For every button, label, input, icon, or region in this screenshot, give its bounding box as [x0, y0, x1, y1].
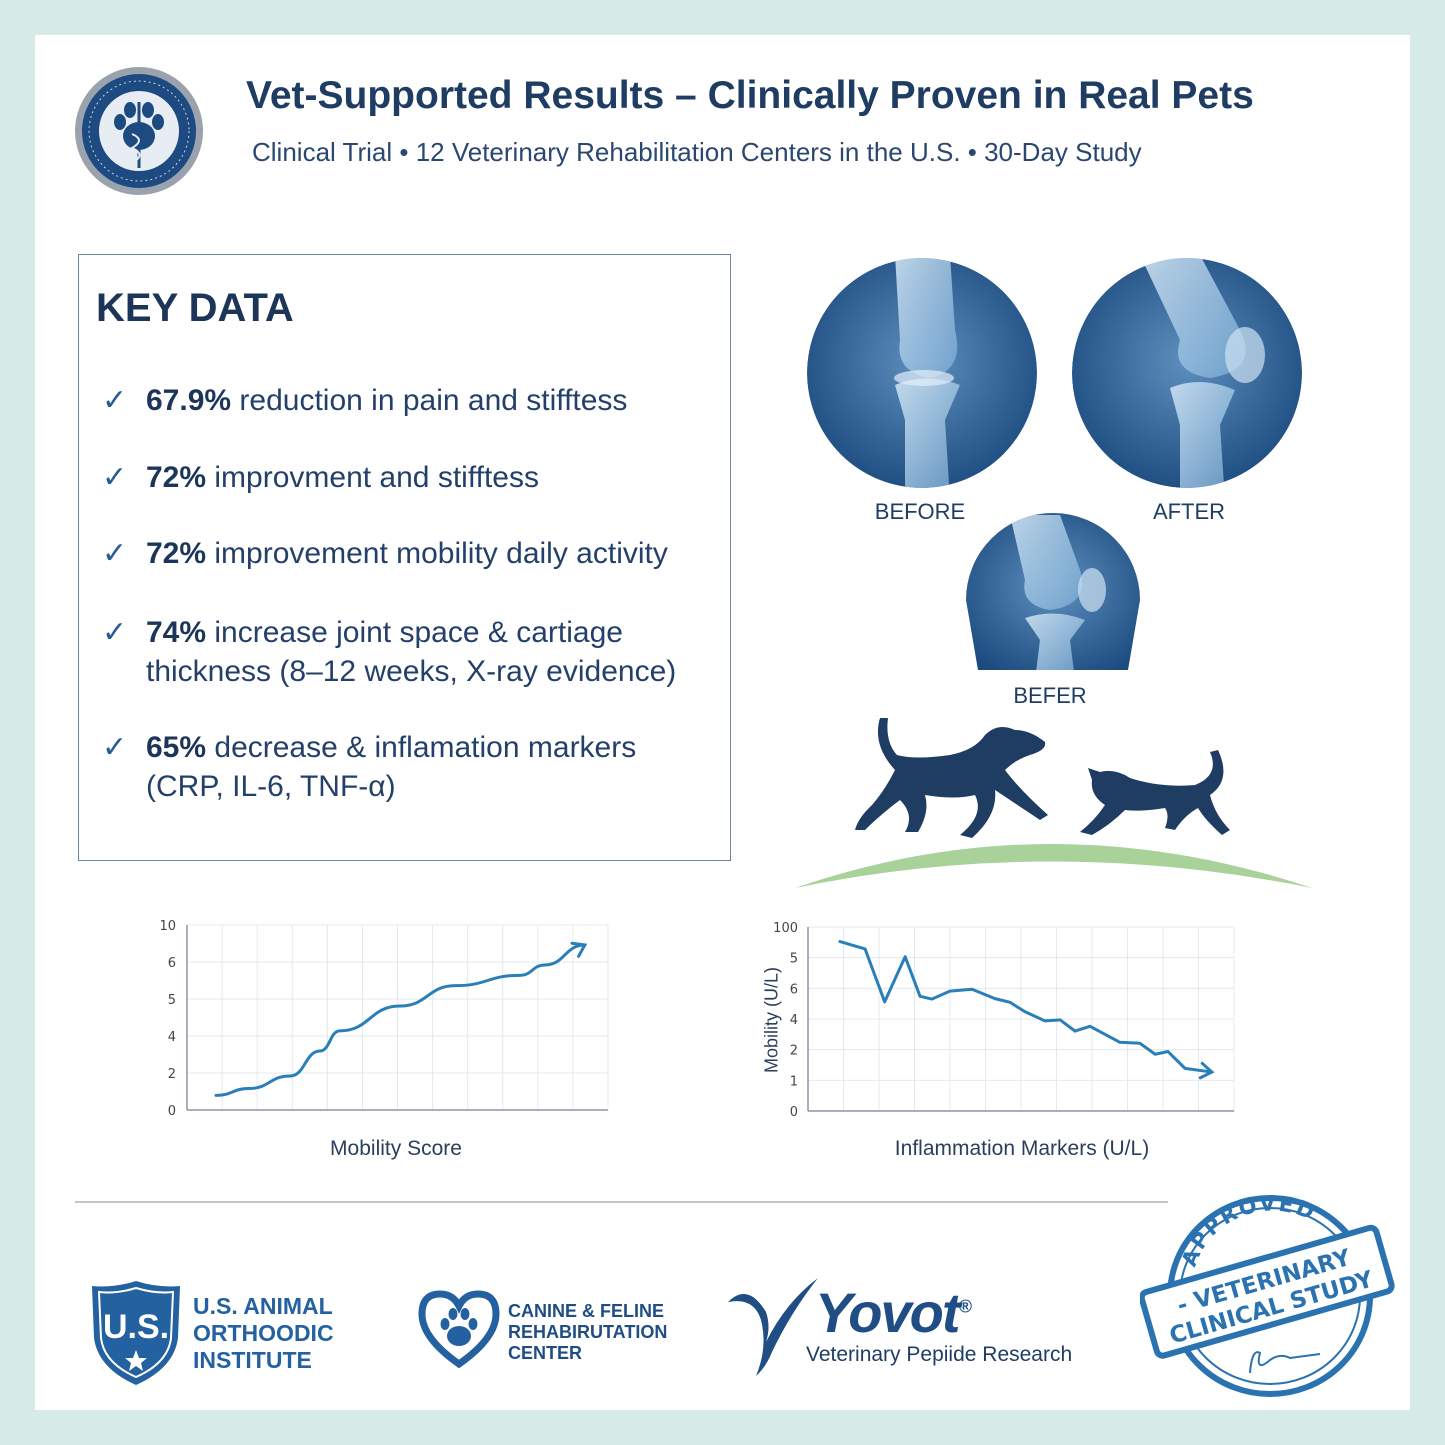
stat-text-continued: thickness (8–12 weeks, X-ray evidence) — [146, 655, 677, 688]
stat-text: improvement mobility daily activity — [206, 537, 668, 570]
logo-line: REHABIRUTATION — [508, 1322, 668, 1342]
stat-value: 74% — [146, 616, 207, 649]
logo-line: INSTITUTE — [193, 1347, 312, 1373]
registered-mark: ® — [958, 1296, 971, 1317]
logo-canine-feline-center: CANINE & FELINE REHABIRUTATION CENTER — [508, 1301, 667, 1364]
stat-value: 65% — [146, 731, 207, 764]
key-data-item: ✓ 72% improvment and stifftess — [102, 458, 539, 497]
stat-value: 72% — [146, 537, 207, 570]
approved-stamp: APPROVED - VETERINARY CLINICAL STUDY — [1140, 1191, 1395, 1397]
check-icon: ✓ — [102, 616, 128, 649]
cat-silhouette-icon — [1080, 750, 1230, 835]
check-icon: ✓ — [102, 384, 128, 417]
logo-line: CANINE & FELINE — [508, 1301, 665, 1321]
chart2-x-axis-label: Inflammation Markers (U/L) — [894, 1137, 1150, 1160]
key-data-item: ✓ 67.9% reduction in pain and stifftess — [102, 381, 627, 420]
logo-line: ORTHOODIC — [193, 1320, 334, 1346]
divider — [75, 1201, 1168, 1203]
stat-text: reduction in pain and stifftess — [231, 384, 628, 417]
grass-hill — [795, 844, 1312, 888]
stat-text: decrease & inflamation markers — [206, 731, 637, 764]
us-shield-logo-icon: U.S. — [92, 1281, 180, 1385]
star-icon — [125, 1350, 147, 1371]
heart-paw-logo-icon — [418, 1290, 500, 1368]
yovot-name: Yovot — [815, 1281, 960, 1344]
yovot-tagline: Veterinary Pepiide Research — [806, 1343, 1073, 1366]
xray-label-third: BEFER — [1013, 683, 1087, 708]
chart2-y-axis-label: Mobility (U/L) — [761, 966, 782, 1074]
xray-after — [1072, 258, 1302, 488]
key-data-box — [78, 254, 731, 861]
logo-us-animal-orthoodic-institute: U.S. ANIMAL ORTHOODIC INSTITUTE — [193, 1293, 334, 1374]
stat-text: improvment and stifftess — [206, 461, 539, 494]
xray-label-after: AFTER — [1152, 499, 1226, 524]
check-icon: ✓ — [102, 461, 128, 494]
stat-value: 67.9% — [146, 384, 232, 417]
page-title: Vet-Supported Results – Clinically Prove… — [246, 74, 1254, 117]
xray-images — [807, 258, 1302, 670]
stat-text: increase joint space & cartiage — [206, 616, 623, 649]
shield-mark-text: U.S. — [103, 1308, 169, 1346]
check-icon: ✓ — [102, 731, 128, 764]
stat-text-continued: (CRP, IL-6, TNF-α) — [146, 770, 396, 803]
page-subtitle: Clinical Trial • 12 Veterinary Rehabilit… — [252, 137, 1142, 167]
pets-illustration — [795, 718, 1312, 888]
key-data-item: ✓ 74% increase joint space & cartiage thic… — [102, 613, 676, 691]
check-icon: ✓ — [102, 537, 128, 570]
chart1-x-axis-label: Mobility Score — [330, 1137, 462, 1160]
dog-silhouette-icon — [855, 718, 1048, 838]
logo-line: CENTER — [508, 1343, 583, 1363]
yovot-swoosh-logo-icon — [728, 1278, 818, 1376]
xray-third — [966, 513, 1140, 670]
logo-line: U.S. ANIMAL — [193, 1293, 333, 1319]
key-data-title: KEY DATA — [96, 286, 294, 330]
key-data-item: ✓ 72% improvement mobility daily activity — [102, 534, 668, 573]
xray-label-before: BEFORE — [874, 499, 966, 524]
veterinary-seal-icon — [75, 67, 203, 195]
signature — [1249, 1351, 1321, 1374]
stat-value: 72% — [146, 461, 207, 494]
key-data-item: ✓ 65% decrease & inflamation markers (CRP,… — [102, 728, 636, 806]
xray-before — [807, 258, 1037, 488]
yovot-logo: Yovot® — [815, 1280, 972, 1345]
